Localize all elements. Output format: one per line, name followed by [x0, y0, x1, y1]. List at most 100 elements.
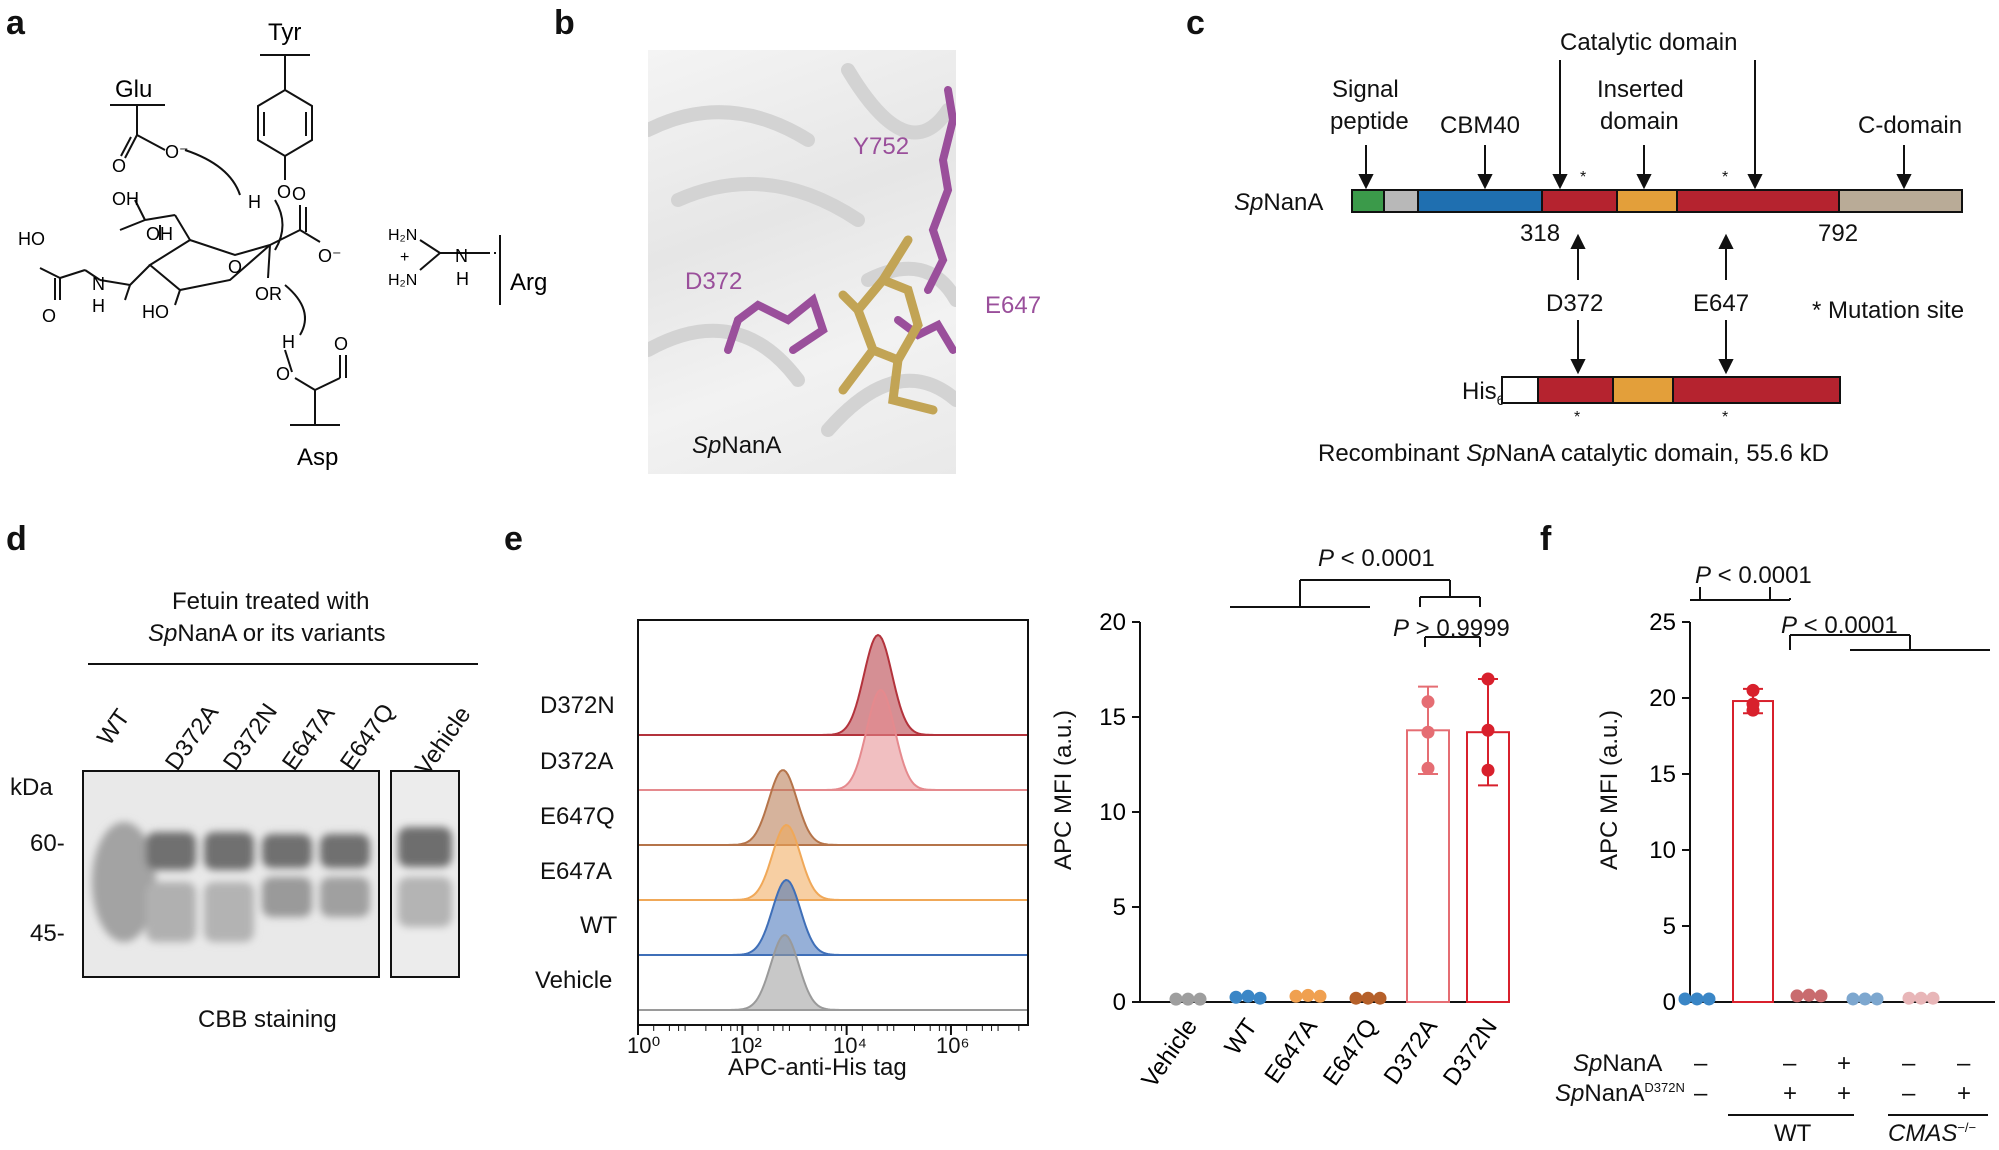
bar-f-ylabel: APC MFI (a.u.)	[1596, 709, 1623, 870]
point-5	[1914, 991, 1928, 1005]
hist-label-wt: WT	[580, 912, 618, 939]
y-tick-label: 15	[1099, 704, 1126, 731]
bar-e-p-top: P < 0.0001	[1318, 545, 1435, 572]
f-group-cmas: CMAS−/−	[1888, 1120, 1977, 1147]
lane-e647a: E647A	[277, 700, 341, 776]
x-tick-label-vehicle: Vehicle	[1136, 1014, 1203, 1093]
barchart-f: 0 5 10 15 20 25	[1649, 587, 1995, 1016]
label-catalytic: Catalytic domain	[1560, 29, 1738, 56]
label-signal-2: peptide	[1330, 108, 1409, 135]
atom-carb-o: O	[292, 184, 306, 204]
panel-label-c: c	[1186, 4, 1205, 42]
panel-label-d: d	[6, 520, 27, 558]
point-1	[1690, 992, 1704, 1006]
point-d372a	[1421, 761, 1435, 775]
label-protein-top: SpNanA	[1234, 189, 1324, 216]
f-row2-sign-0: –	[1694, 1080, 1708, 1107]
label-inserted-1: Inserted	[1597, 76, 1684, 103]
atom-asp-o: O	[334, 334, 348, 354]
atom-h2n2: H₂N	[388, 272, 417, 289]
hist-curve-e647a	[638, 823, 1028, 901]
y-tick-label: 10	[1649, 837, 1676, 864]
atom-glu-ominus: O⁻	[165, 142, 189, 162]
hist-curve-wt	[638, 878, 1028, 956]
hist-label-d372n: D372N	[540, 692, 615, 719]
atom-oh3: HO	[18, 229, 45, 249]
f-group-wt: WT	[1774, 1120, 1812, 1147]
label-pos-start: 318	[1520, 220, 1561, 247]
point-4	[1870, 992, 1884, 1006]
hist-curve-d372n	[638, 633, 1028, 736]
point-e647a	[1301, 988, 1315, 1002]
point-3	[1814, 989, 1828, 1003]
point-2	[1746, 697, 1760, 711]
atom-glu-o: O	[112, 156, 126, 176]
panel-a-mechanism: Tyr Glu Arg Asp O O⁻ O H OH OH HO HO O N…	[18, 19, 547, 471]
hist-curve-d372a	[638, 689, 1028, 791]
hist-label-e647a: E647A	[540, 858, 613, 885]
point-4	[1846, 992, 1860, 1006]
svg-text:*: *	[1722, 409, 1728, 420]
bar-f-p1: P < 0.0001	[1695, 562, 1812, 589]
point-d372a	[1421, 695, 1435, 709]
f-group-wt-line	[1728, 1114, 1854, 1116]
atom-ac-o: O	[42, 306, 56, 326]
gel-main	[82, 770, 380, 978]
f-row2-sign-2: +	[1837, 1080, 1852, 1107]
y-tick-label: 5	[1663, 913, 1676, 940]
lane-d372n: D372N	[218, 698, 283, 776]
point-d372a	[1421, 725, 1435, 739]
lane-wt: WT	[92, 704, 136, 751]
hist-label-vehicle: Vehicle	[535, 967, 613, 994]
atom-plus: +	[400, 249, 409, 266]
svg-text:*: *	[1574, 409, 1580, 420]
label-mutation-note: * Mutation site	[1812, 297, 1965, 324]
point-wt	[1253, 991, 1267, 1005]
point-4	[1858, 992, 1872, 1006]
label-cdomain: C-domain	[1858, 112, 1963, 139]
hist-xtick-0: 10⁰	[627, 1033, 661, 1058]
label-inserted-2: domain	[1600, 108, 1679, 135]
panel-label-f: f	[1540, 520, 1552, 558]
label-mut2: E647	[1693, 290, 1750, 317]
atom-h1: H	[248, 192, 261, 212]
f-row2-label: SpNanAD372N	[1555, 1080, 1685, 1107]
point-3	[1790, 989, 1804, 1003]
f-row2-sign-4: +	[1957, 1080, 1972, 1107]
point-5	[1902, 991, 1916, 1005]
atom-nh-h: H	[92, 296, 105, 316]
label-spnana-structure: SpNanA	[692, 432, 782, 459]
bar-e-ylabel: APC MFI (a.u.)	[1050, 709, 1077, 870]
y-tick-label: 5	[1113, 894, 1126, 921]
atom-nh2: N	[455, 246, 468, 266]
x-tick-label-wt: WT	[1219, 1014, 1263, 1060]
panel-label-b: b	[554, 4, 575, 42]
marker-60: 60-	[30, 830, 65, 857]
hist-curve-e647q	[638, 769, 1028, 846]
point-d372n	[1481, 763, 1495, 777]
y-tick-label: 25	[1649, 609, 1676, 636]
f-row1-sign-4: –	[1957, 1050, 1971, 1077]
point-1	[1702, 992, 1716, 1006]
f-row1-sign-0: –	[1694, 1050, 1708, 1077]
atom-h2: H	[282, 332, 295, 352]
f-row2-sign-1: +	[1783, 1080, 1798, 1107]
f-row1-sign-1: –	[1783, 1050, 1797, 1077]
y-tick-label: 20	[1099, 609, 1126, 636]
gel-title-underline	[88, 663, 478, 665]
x-tick-label-d372n: D372N	[1438, 1014, 1503, 1091]
point-vehicle	[1193, 992, 1207, 1006]
point-d372n	[1481, 723, 1495, 737]
svg-text:*: *	[1722, 169, 1728, 186]
lane-e647q: E647Q	[335, 698, 400, 776]
f-row2-sign-3: –	[1902, 1080, 1916, 1107]
hist-xlabel: APC-anti-His tag	[728, 1054, 907, 1081]
x-tick-label-e647a: E647A	[1259, 1014, 1322, 1089]
point-wt	[1229, 990, 1243, 1004]
atom-nh2-h: H	[456, 269, 469, 289]
atom-oh2: OH	[146, 224, 173, 244]
label-e647: E647	[985, 292, 1042, 319]
point-2	[1746, 683, 1760, 697]
structure-image	[648, 50, 956, 474]
atom-oh1: OH	[112, 189, 139, 209]
